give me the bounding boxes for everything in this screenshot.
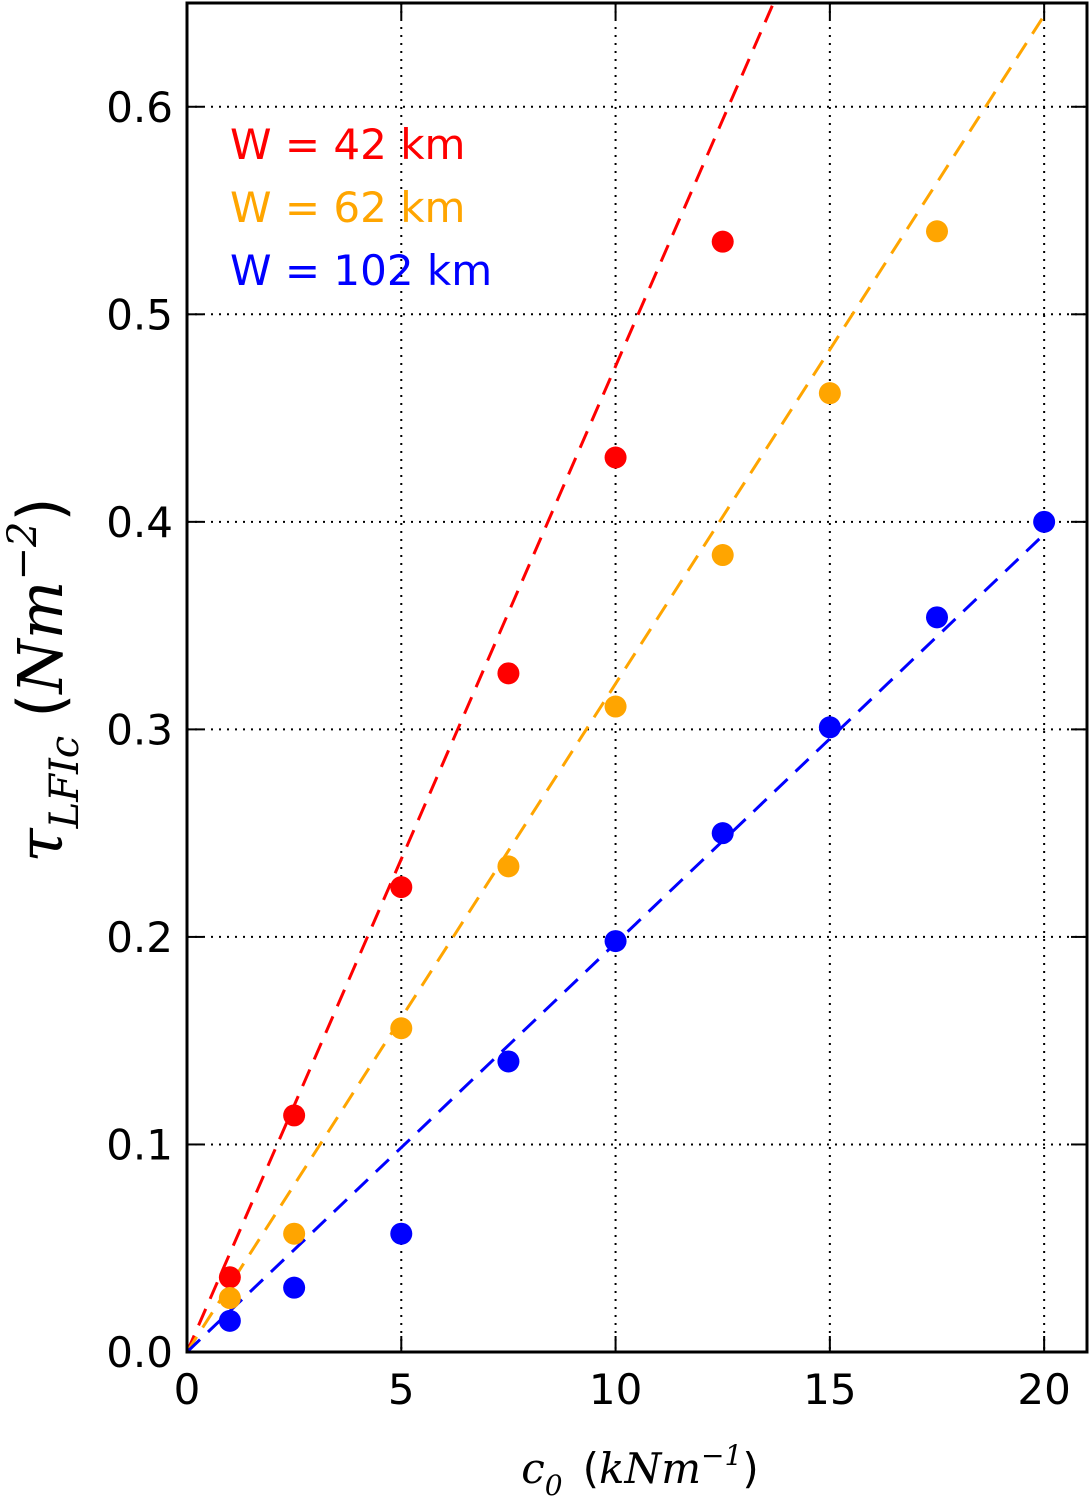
data-point-series-1 bbox=[390, 876, 413, 899]
y-axis-label-sup: −2 bbox=[0, 522, 46, 581]
data-point-series-1 bbox=[711, 230, 734, 253]
y-tick-label: 0.5 bbox=[106, 290, 173, 339]
legend: W = 42 km W = 62 km W = 102 km bbox=[230, 120, 492, 295]
data-point-series-3 bbox=[604, 930, 627, 953]
x-axis-label: c0 (kNm−1) bbox=[521, 1439, 758, 1498]
data-point-series-1 bbox=[218, 1266, 241, 1289]
data-point-series-1 bbox=[283, 1104, 306, 1127]
y-tick-label: 0.0 bbox=[106, 1328, 173, 1377]
grid-lines bbox=[187, 3, 1087, 1352]
y-axis-label-open: ( bbox=[4, 694, 77, 718]
data-point-series-1 bbox=[604, 446, 627, 469]
data-point-series-3 bbox=[390, 1222, 413, 1245]
y-tick-label: 0.6 bbox=[106, 83, 173, 132]
x-tick-label: 20 bbox=[1017, 1365, 1070, 1414]
x-tick-label: 15 bbox=[803, 1365, 856, 1414]
data-point-series-2 bbox=[390, 1017, 413, 1040]
y-tick-label: 0.2 bbox=[106, 913, 173, 962]
axis-ticks: 0 5 10 15 20 0.0 0.1 0.2 0.3 0.4 0.5 0.6 bbox=[106, 3, 1087, 1414]
x-axis-label-open: ( bbox=[583, 1444, 599, 1493]
data-point-series-2 bbox=[497, 855, 520, 878]
x-axis-label-close: ) bbox=[742, 1444, 758, 1493]
data-point-series-2 bbox=[604, 695, 627, 718]
data-point-series-3 bbox=[283, 1276, 306, 1299]
y-tick-label: 0.1 bbox=[106, 1120, 173, 1169]
data-points bbox=[218, 220, 1056, 1332]
data-point-series-2 bbox=[926, 220, 948, 243]
x-axis-label-sub: 0 bbox=[545, 1469, 563, 1498]
y-tick-label: 0.4 bbox=[106, 498, 173, 547]
y-axis-label-base: τ bbox=[4, 827, 77, 863]
data-point-series-3 bbox=[497, 1050, 520, 1073]
y-axis-label-unit: Nm bbox=[4, 581, 77, 696]
x-tick-label: 5 bbox=[388, 1365, 415, 1414]
data-point-series-2 bbox=[711, 544, 734, 567]
x-axis-label-unit: kNm bbox=[599, 1444, 701, 1493]
y-axis-label: τLFIc (Nm−2) bbox=[0, 497, 88, 862]
x-tick-label: 10 bbox=[589, 1365, 642, 1414]
data-point-series-3 bbox=[218, 1309, 241, 1332]
data-point-series-3 bbox=[926, 606, 948, 629]
fit-line-2 bbox=[185, 14, 1046, 1353]
legend-entry-2: W = 62 km bbox=[230, 183, 465, 232]
data-point-series-1 bbox=[497, 662, 520, 685]
data-point-series-2 bbox=[818, 382, 841, 405]
data-point-series-3 bbox=[1033, 510, 1056, 533]
x-axis-label-base: c bbox=[521, 1444, 545, 1493]
data-point-series-2 bbox=[218, 1287, 241, 1310]
legend-entry-1: W = 42 km bbox=[230, 120, 465, 169]
fit-line-1 bbox=[185, 2, 775, 1353]
x-axis-label-sup: −1 bbox=[701, 1439, 742, 1472]
legend-entry-3: W = 102 km bbox=[230, 246, 492, 295]
y-tick-label: 0.3 bbox=[106, 705, 173, 754]
data-point-series-3 bbox=[711, 822, 734, 845]
data-point-series-3 bbox=[818, 716, 841, 739]
plot-frame bbox=[185, 1, 1089, 1354]
y-axis-label-close: ) bbox=[4, 497, 77, 521]
x-tick-label: 0 bbox=[174, 1365, 201, 1414]
y-axis-label-sub: LFIc bbox=[42, 736, 88, 830]
data-point-series-2 bbox=[283, 1222, 306, 1245]
